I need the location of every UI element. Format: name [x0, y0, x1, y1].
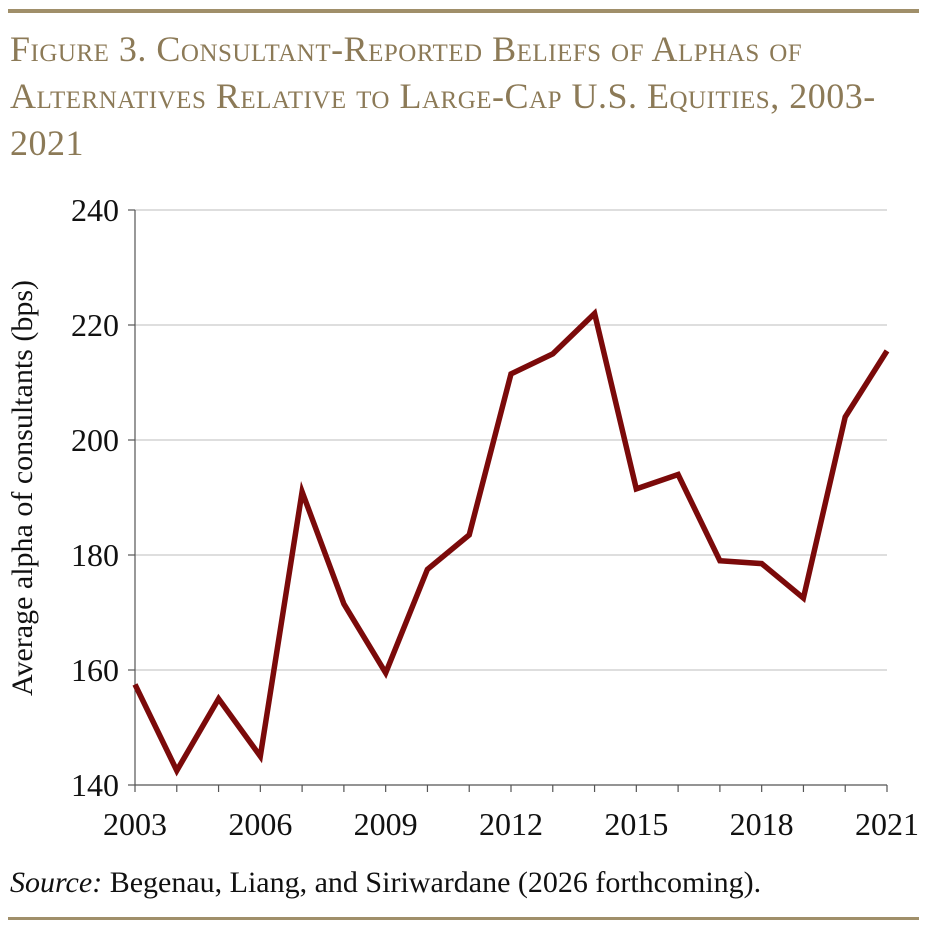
y-tick-labels: 140 160 180 200 220 240: [71, 192, 119, 803]
x-tick-label: 2021: [855, 806, 919, 842]
x-tick-label: 2012: [479, 806, 543, 842]
y-tick-label: 220: [71, 307, 119, 343]
figure-title: Figure 3. Consultant-Reported Beliefs of…: [10, 29, 876, 163]
y-tick-label: 180: [71, 537, 119, 573]
series-group: [132, 308, 890, 777]
source-text: Begenau, Liang, and Siriwardane (2026 fo…: [102, 866, 762, 899]
x-tick-label: 2015: [604, 806, 668, 842]
chart-axes: [128, 209, 888, 792]
y-tick-label: 200: [71, 422, 119, 458]
x-tick-labels: 2003 2006 2009 2012 2015 2018 2021: [103, 806, 919, 842]
grid-lines: [135, 209, 887, 671]
y-tick-label: 240: [71, 192, 119, 228]
y-axis-label: Average alpha of consultants (bps): [6, 280, 39, 696]
x-tick-label: 2018: [730, 806, 794, 842]
x-tick-label: 2009: [354, 806, 418, 842]
y-tick-label: 160: [71, 652, 119, 688]
x-tick-label: 2003: [103, 806, 167, 842]
x-tick-label: 2006: [228, 806, 292, 842]
series-line: [132, 308, 890, 777]
top-rule: [8, 9, 919, 13]
y-tick-label: 140: [71, 767, 119, 803]
source-note: Source: Begenau, Liang, and Siriwardane …: [10, 866, 920, 900]
source-label: Source:: [10, 866, 103, 899]
bottom-rule: [8, 917, 919, 920]
